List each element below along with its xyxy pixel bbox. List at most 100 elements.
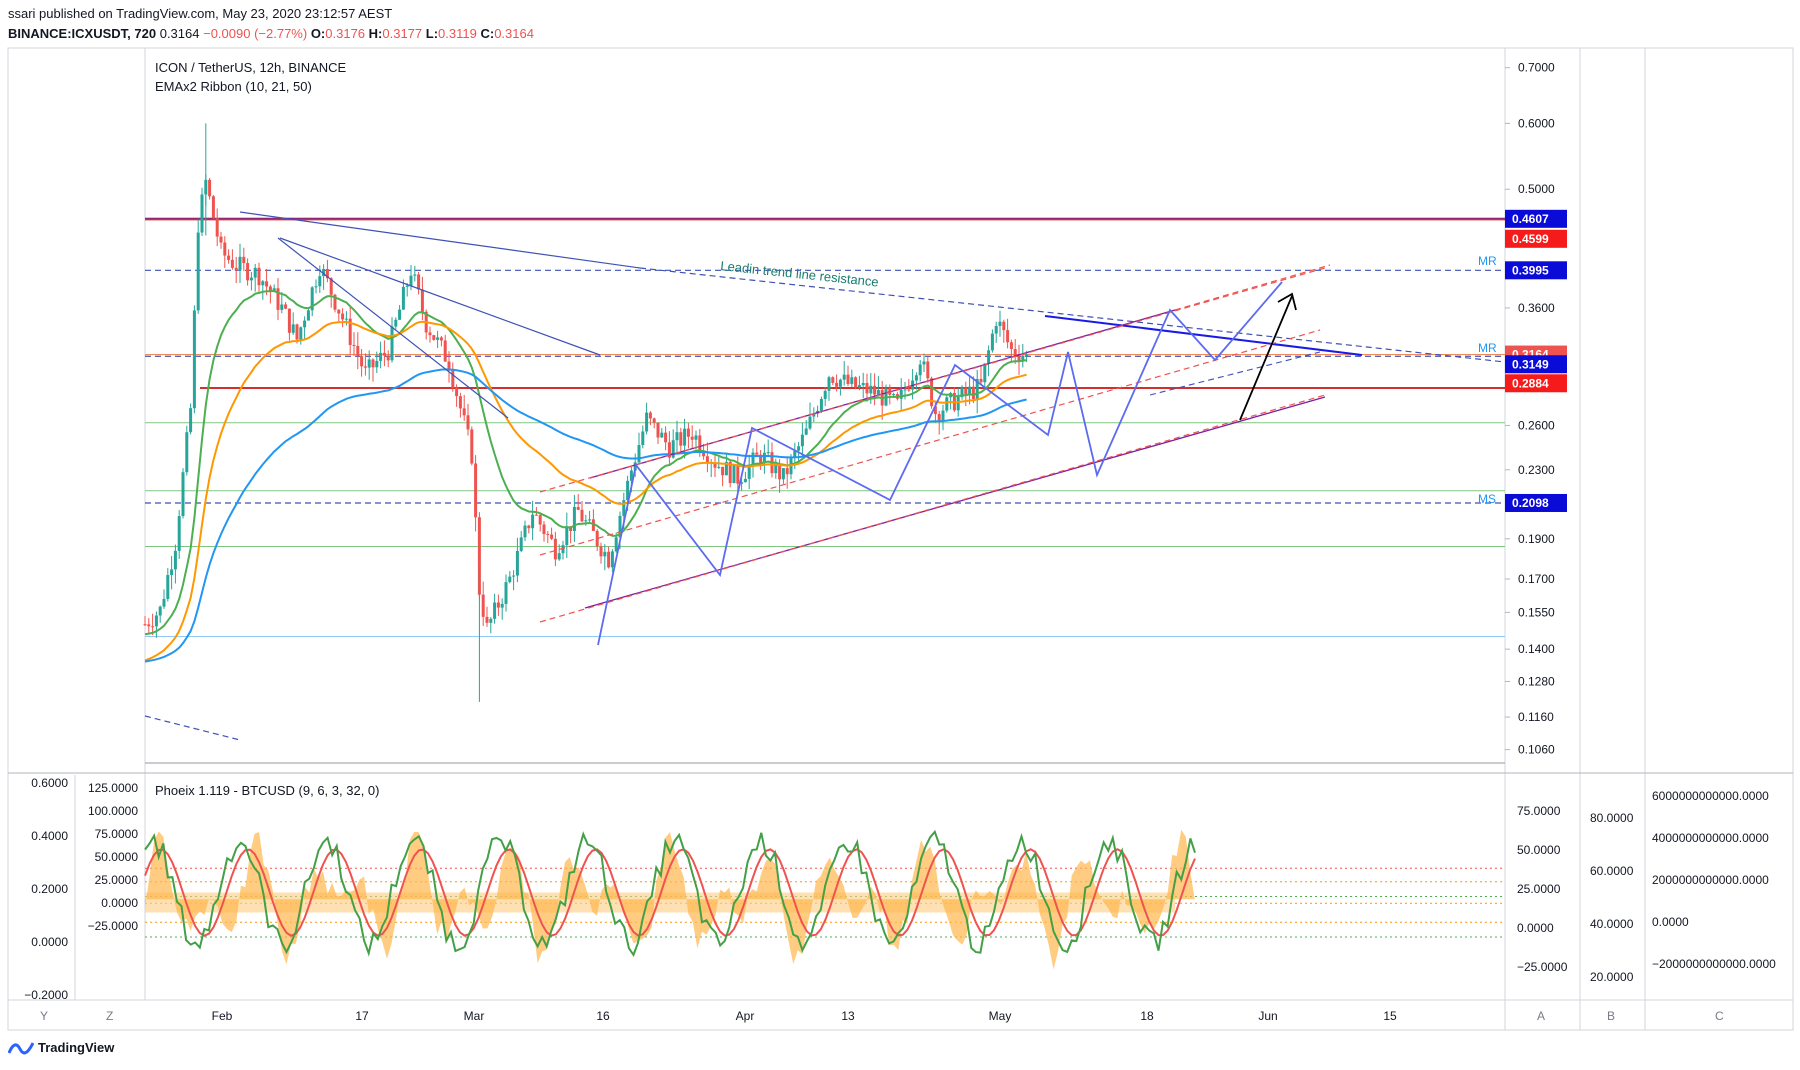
candle-body [892, 394, 896, 396]
candle-body [253, 267, 257, 278]
brand-footer[interactable]: TradingView [8, 1040, 114, 1055]
candle-body [933, 406, 937, 415]
candle-body [246, 263, 250, 281]
candle-body [983, 363, 987, 383]
osc-left-outer-tick: 0.2000 [31, 882, 68, 896]
projection-arrow-line [1239, 295, 1293, 421]
candle-body [276, 288, 280, 310]
candle-body [607, 551, 611, 568]
price-tick-label: 0.1060 [1518, 743, 1555, 757]
candle-body [405, 285, 409, 287]
candle-body [436, 337, 440, 340]
candle-body [211, 196, 215, 219]
price-tick-label: 0.1900 [1518, 532, 1555, 546]
ema-21-line [144, 320, 1027, 662]
candle-body [1006, 330, 1010, 343]
candle-body [1025, 354, 1029, 356]
candle-body [713, 462, 717, 468]
candle-body [667, 442, 671, 458]
candle-body [1002, 321, 1006, 331]
osc-right3-tick: −2000000000000.0000 [1652, 957, 1776, 971]
candle-body [747, 464, 751, 479]
candle-body [743, 478, 747, 483]
z-button[interactable]: Z [106, 1009, 113, 1023]
candle-body [956, 396, 960, 411]
candle-body [208, 179, 212, 197]
price-tag-label: 0.2884 [1512, 376, 1549, 390]
candle-body [1013, 349, 1017, 357]
candle-body [280, 304, 284, 310]
candle-body [333, 294, 337, 310]
candle-body [542, 524, 546, 535]
osc-left-outer-tick: −0.2000 [24, 988, 68, 1002]
candle-body [990, 333, 994, 351]
candle-body [751, 452, 755, 465]
time-tick-label: 15 [1383, 1009, 1397, 1023]
candle-body [192, 310, 196, 409]
osc-right1-tick: 25.0000 [1517, 882, 1561, 896]
oscillator-axes[interactable]: 0.6000 0.4000 0.2000 0.0000 −0.2000 125.0000 1… [24, 776, 1776, 1002]
candle-body [987, 350, 991, 364]
candle-body [227, 255, 231, 260]
candle-body [215, 218, 219, 237]
candle-body [394, 319, 398, 327]
candle-body [360, 356, 364, 367]
candle-body [759, 454, 763, 463]
candlestick-series [143, 123, 1029, 702]
candle-body [303, 320, 307, 328]
time-axis[interactable]: Feb 17 Mar 16 Apr 13 May 18 Jun 15 [212, 1009, 1397, 1023]
candle-body [531, 514, 535, 529]
candle-body [170, 569, 174, 576]
ema-50-line [144, 368, 1027, 663]
high-label: H: [368, 26, 383, 41]
candle-body [162, 598, 166, 607]
candle-body [732, 464, 736, 484]
a-button[interactable]: A [1537, 1009, 1545, 1023]
osc-right1-tick: −25.0000 [1517, 960, 1568, 974]
ema-ribbon-legend: EMAx2 Ribbon (10, 21, 50) [155, 79, 312, 94]
time-tick-label: 16 [596, 1009, 610, 1023]
price-axis[interactable]: 0.70000.60000.50000.40000.36000.26000.23… [1505, 61, 1555, 757]
candle-body [443, 340, 447, 362]
candle-body [994, 325, 998, 334]
b-button[interactable]: B [1607, 1009, 1615, 1023]
candle-body [622, 500, 626, 516]
candle-body [481, 594, 485, 617]
y-button[interactable]: Y [40, 1009, 48, 1023]
osc-left-outer-tick: 0.6000 [31, 776, 68, 790]
projection-arrow-head [1277, 292, 1297, 311]
candle-body [181, 472, 185, 517]
price-tag-label: 0.3995 [1512, 263, 1549, 277]
candle-body [873, 385, 877, 395]
candle-body [417, 274, 421, 290]
tradingview-logo-icon [8, 1041, 34, 1054]
time-tick-label: 18 [1140, 1009, 1154, 1023]
candle-body [728, 461, 732, 484]
channel-mid-dashed [539, 329, 1321, 556]
candle-body [964, 387, 968, 395]
candle-body [808, 416, 812, 429]
candle-body [413, 274, 417, 276]
osc-left-outer-tick: 0.4000 [31, 829, 68, 843]
candle-body [268, 286, 272, 292]
c-button[interactable]: C [1715, 1009, 1724, 1023]
price-tick-label: 0.1160 [1518, 710, 1554, 724]
oscillator-main-line [144, 829, 1196, 958]
candle-body [804, 428, 808, 435]
candle-body [147, 624, 151, 627]
candle-body [299, 327, 303, 340]
mr-tag-2: MR [1478, 341, 1497, 355]
candle-body [177, 516, 181, 551]
candle-body [591, 519, 595, 531]
channel-resistance-ext [1174, 264, 1331, 311]
candle-body [781, 468, 785, 480]
candle-body [238, 256, 242, 271]
osc-right1-tick: 0.0000 [1517, 921, 1554, 935]
candle-body [500, 603, 504, 608]
candle-body [637, 445, 641, 463]
candle-body [812, 413, 816, 417]
candle-body [379, 352, 383, 361]
candle-body [386, 355, 390, 361]
candle-body [428, 332, 432, 336]
